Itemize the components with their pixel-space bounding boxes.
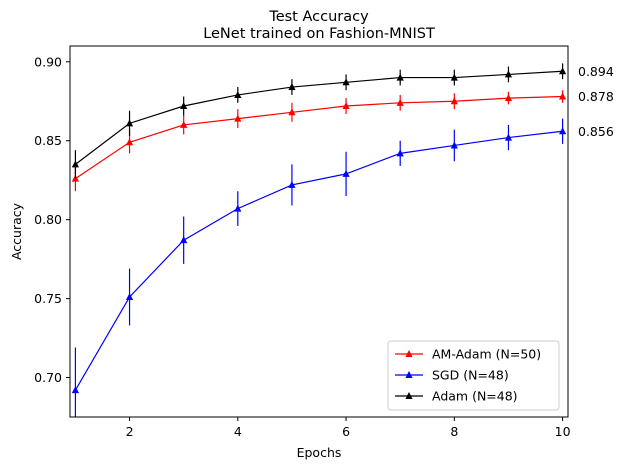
- y-tick-label: 0.80: [34, 212, 62, 227]
- chart-subtitle: LeNet trained on Fashion-MNIST: [203, 26, 435, 42]
- end-value-label: 0.856: [578, 124, 614, 139]
- series-2: [71, 63, 567, 179]
- y-tick-label: 0.75: [34, 291, 62, 306]
- legend: AM-Adam (N=50) SGD (N=48) Adam (N=48): [387, 340, 560, 411]
- series-line: [75, 95, 563, 180]
- data-point: [504, 133, 513, 141]
- data-point: [288, 83, 296, 91]
- y-tick-label: 0.85: [34, 133, 62, 148]
- data-point: [125, 138, 134, 146]
- legend-entry: Adam (N=48): [432, 389, 518, 404]
- data-point: [180, 101, 188, 109]
- data-point: [180, 120, 188, 128]
- series-1: [71, 118, 567, 417]
- end-value-label: 0.878: [578, 89, 614, 104]
- chart-title: Test Accuracy: [268, 9, 369, 25]
- x-tick-label: 2: [126, 424, 134, 439]
- data-point: [71, 160, 80, 168]
- data-point: [288, 108, 296, 116]
- x-tick-label: 6: [342, 424, 350, 439]
- x-axis-label: Epochs: [297, 445, 342, 460]
- end-value-labels: 0.894 0.878 0.856: [578, 64, 614, 139]
- end-value-label: 0.894: [578, 64, 614, 79]
- data-point: [234, 204, 242, 212]
- x-tick-label: 10: [555, 424, 571, 439]
- data-point: [450, 141, 458, 149]
- data-point: [558, 67, 567, 75]
- y-axis-label: Accuracy: [9, 202, 24, 260]
- x-tick-label: 4: [234, 424, 242, 439]
- data-point: [71, 386, 80, 394]
- legend-entry: AM-Adam (N=50): [432, 347, 541, 362]
- data-point: [504, 70, 513, 78]
- x-tick-label: 8: [450, 424, 458, 439]
- data-point: [396, 149, 404, 157]
- legend-box: [387, 340, 560, 411]
- data-point: [396, 73, 404, 81]
- data-point: [504, 94, 513, 102]
- legend-swatch-marker: [405, 392, 413, 399]
- legend-swatch-marker: [405, 371, 413, 378]
- data-point: [342, 78, 350, 86]
- data-point: [125, 293, 134, 301]
- series-0: [71, 90, 567, 192]
- data-point: [558, 127, 567, 135]
- data-point: [396, 98, 404, 106]
- data-point: [180, 236, 188, 244]
- plot-area: [71, 63, 567, 417]
- legend-entry: SGD (N=48): [432, 368, 509, 383]
- data-point: [558, 92, 567, 100]
- legend-swatch-marker: [405, 350, 413, 357]
- y-tick-label: 0.90: [34, 54, 62, 69]
- data-point: [234, 90, 242, 98]
- data-point: [288, 180, 296, 188]
- data-point: [450, 73, 458, 81]
- data-point: [125, 119, 134, 127]
- data-point: [342, 101, 350, 109]
- data-point: [342, 169, 350, 177]
- data-point: [234, 114, 242, 122]
- series-line: [75, 70, 563, 165]
- data-point: [450, 97, 458, 105]
- axis-ticks: 2 4 6 8 10 0.70 0.75 0.80 0.85 0.90: [34, 54, 570, 439]
- y-tick-label: 0.70: [34, 370, 62, 385]
- axes-frame: [69, 45, 569, 418]
- series-line: [74, 130, 563, 391]
